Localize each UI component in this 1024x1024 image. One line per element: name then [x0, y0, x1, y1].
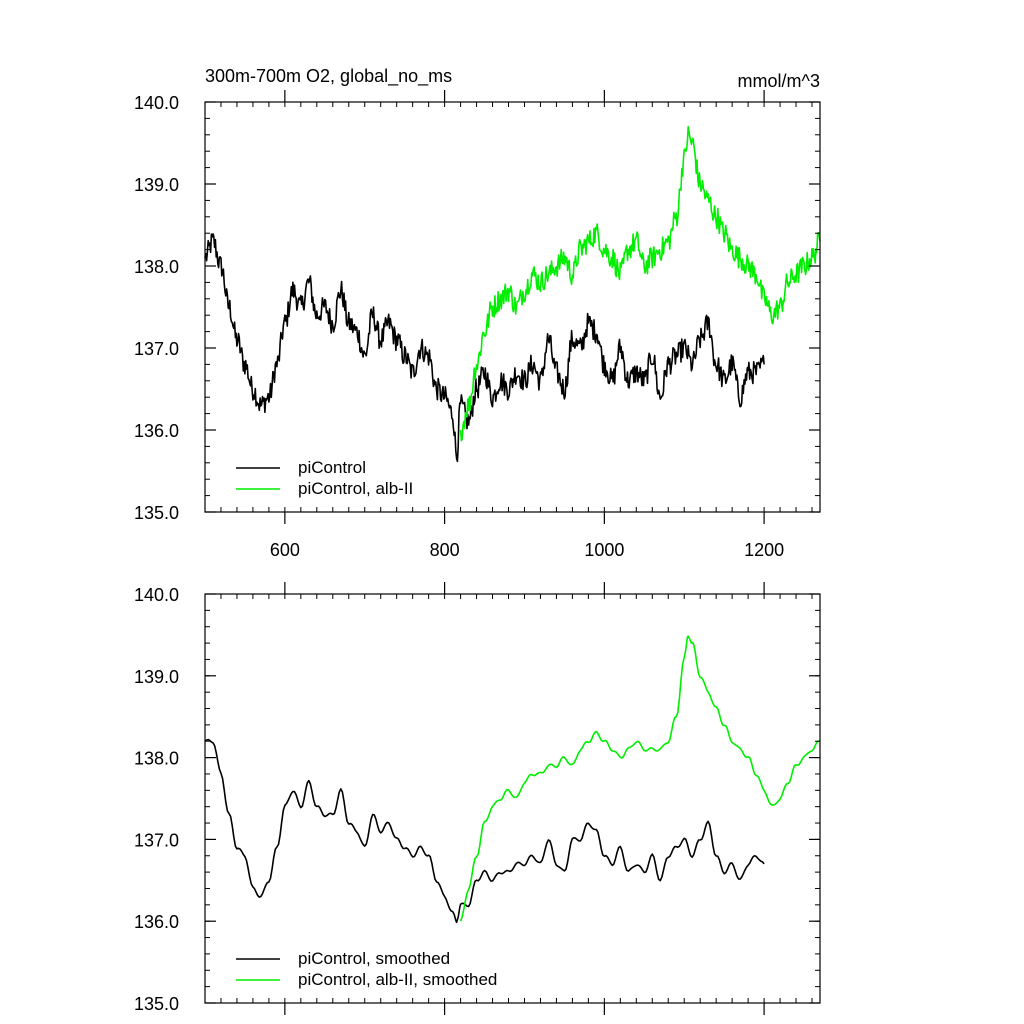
bottom-legend: piControl, smoothed piControl, alb-II, sm… — [236, 949, 497, 989]
series-line-picontrol — [204, 233, 765, 463]
legend-label: piControl — [298, 458, 366, 477]
series-line-alb-ii — [459, 635, 821, 922]
y-tick-label: 139.0 — [134, 175, 179, 195]
y-tick-label: 138.0 — [134, 257, 179, 277]
x-tick-label: 600 — [270, 540, 300, 560]
chart-title: 300m-700m O2, global_no_ms — [205, 66, 452, 87]
y-tick-label: 136.0 — [134, 912, 179, 932]
bottom-panel: 135.0 136.0 137.0 138.0 139.0 140.0 piControl… — [134, 582, 821, 1015]
bottom-series-layer — [204, 635, 821, 924]
bottom-axes: 135.0 136.0 137.0 138.0 139.0 140.0 — [134, 582, 821, 1015]
y-tick-label: 137.0 — [134, 339, 179, 359]
y-tick-label: 137.0 — [134, 830, 179, 850]
legend-label: piControl, smoothed — [298, 949, 450, 968]
plot-frame — [204, 593, 821, 1004]
y-tick-label: 135.0 — [134, 503, 179, 523]
y-tick-label: 140.0 — [134, 585, 179, 605]
y-tick-label: 139.0 — [134, 667, 179, 687]
y-tick-label: 138.0 — [134, 749, 179, 769]
units-label: mmol/m^3 — [738, 71, 820, 91]
series-line-picontrol — [204, 738, 765, 924]
top-legend: piControl piControl, alb-II — [236, 458, 413, 498]
y-tick-label: 136.0 — [134, 421, 179, 441]
x-tick-label: 1200 — [744, 540, 784, 560]
legend-label: piControl, alb-II — [298, 479, 413, 498]
x-tick-label: 800 — [430, 540, 460, 560]
legend-label: piControl, alb-II, smoothed — [298, 970, 497, 989]
y-tick-label: 140.0 — [134, 93, 179, 113]
top-series-layer — [204, 125, 821, 463]
plot-frame — [204, 101, 821, 513]
y-tick-label: 135.0 — [134, 994, 179, 1014]
x-tick-label: 1000 — [584, 540, 624, 560]
top-axes: 600 800 1000 1200 135.0 136.0 137.0 138.0 139.0 1… — [134, 90, 821, 560]
series-line-alb-ii — [459, 125, 821, 442]
top-panel: 300m-700m O2, global_no_ms mmol/m^3 600 8… — [134, 66, 821, 560]
